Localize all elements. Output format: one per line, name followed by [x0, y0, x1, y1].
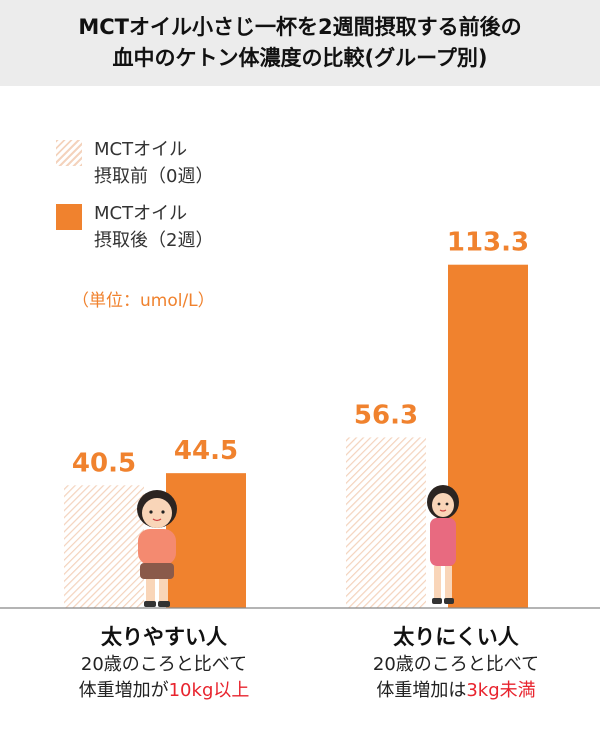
legend-swatch-before — [56, 140, 82, 166]
group-label-1: 太りやすい人 20歳のころと比べて 体重増加が10kg以上 — [34, 622, 294, 704]
chart-title-line-2: 血中のケトン体濃度の比較(グループ別) — [112, 46, 488, 70]
legend-after-line1: MCTオイル — [94, 203, 188, 224]
legend-item-before: MCTオイル 摂取前（0週） — [56, 136, 213, 190]
bar-after-group-1 — [166, 473, 246, 608]
group-1-sub2-prefix: 体重増加が — [78, 680, 169, 701]
group-label-2: 太りにくい人 20歳のころと比べて 体重増加は3kg未満 — [326, 622, 586, 704]
group-1-sub2-highlight: 10kg以上 — [168, 680, 250, 701]
legend: MCTオイル 摂取前（0週） MCTオイル 摂取後（2週） — [56, 136, 213, 264]
group-2-sub2-prefix: 体重増加は — [376, 680, 467, 701]
chubby-person-icon — [137, 490, 177, 607]
group-1-sub1: 20歳のころと比べて — [80, 654, 248, 675]
value-label-after-group-1: 44.5 — [174, 436, 238, 466]
legend-before-line2: 摂取前（0週） — [94, 166, 214, 187]
legend-after-line2: 摂取後（2週） — [94, 230, 214, 251]
title-band: MCTオイル小さじ一杯を2週間摂取する前後の 血中のケトン体濃度の比較(グループ… — [0, 0, 600, 86]
value-label-after-group-2: 113.3 — [447, 228, 529, 258]
chart-title-line-1: MCTオイル小さじ一杯を2週間摂取する前後の — [78, 15, 522, 39]
unit-label: （単位：umol/L） — [72, 291, 215, 311]
group-2-sub2-highlight: 3kg未満 — [466, 680, 536, 701]
bar-after-group-2 — [448, 264, 528, 608]
group-2-title: 太りにくい人 — [393, 625, 519, 649]
value-label-before-group-2: 56.3 — [354, 400, 418, 430]
group-2-sub1: 20歳のころと比べて — [372, 654, 540, 675]
bar-chart: 40.5 44.5 56.3 113.3 — [0, 228, 600, 609]
legend-item-after: MCTオイル 摂取後（2週） — [56, 200, 213, 254]
slim-person-icon — [427, 485, 459, 604]
bar-before-group-1 — [64, 485, 144, 608]
bar-before-group-2 — [346, 437, 426, 608]
legend-before-line1: MCTオイル — [94, 139, 188, 160]
legend-swatch-after — [56, 204, 82, 230]
group-1-title: 太りやすい人 — [101, 625, 227, 649]
value-label-before-group-1: 40.5 — [72, 448, 136, 478]
